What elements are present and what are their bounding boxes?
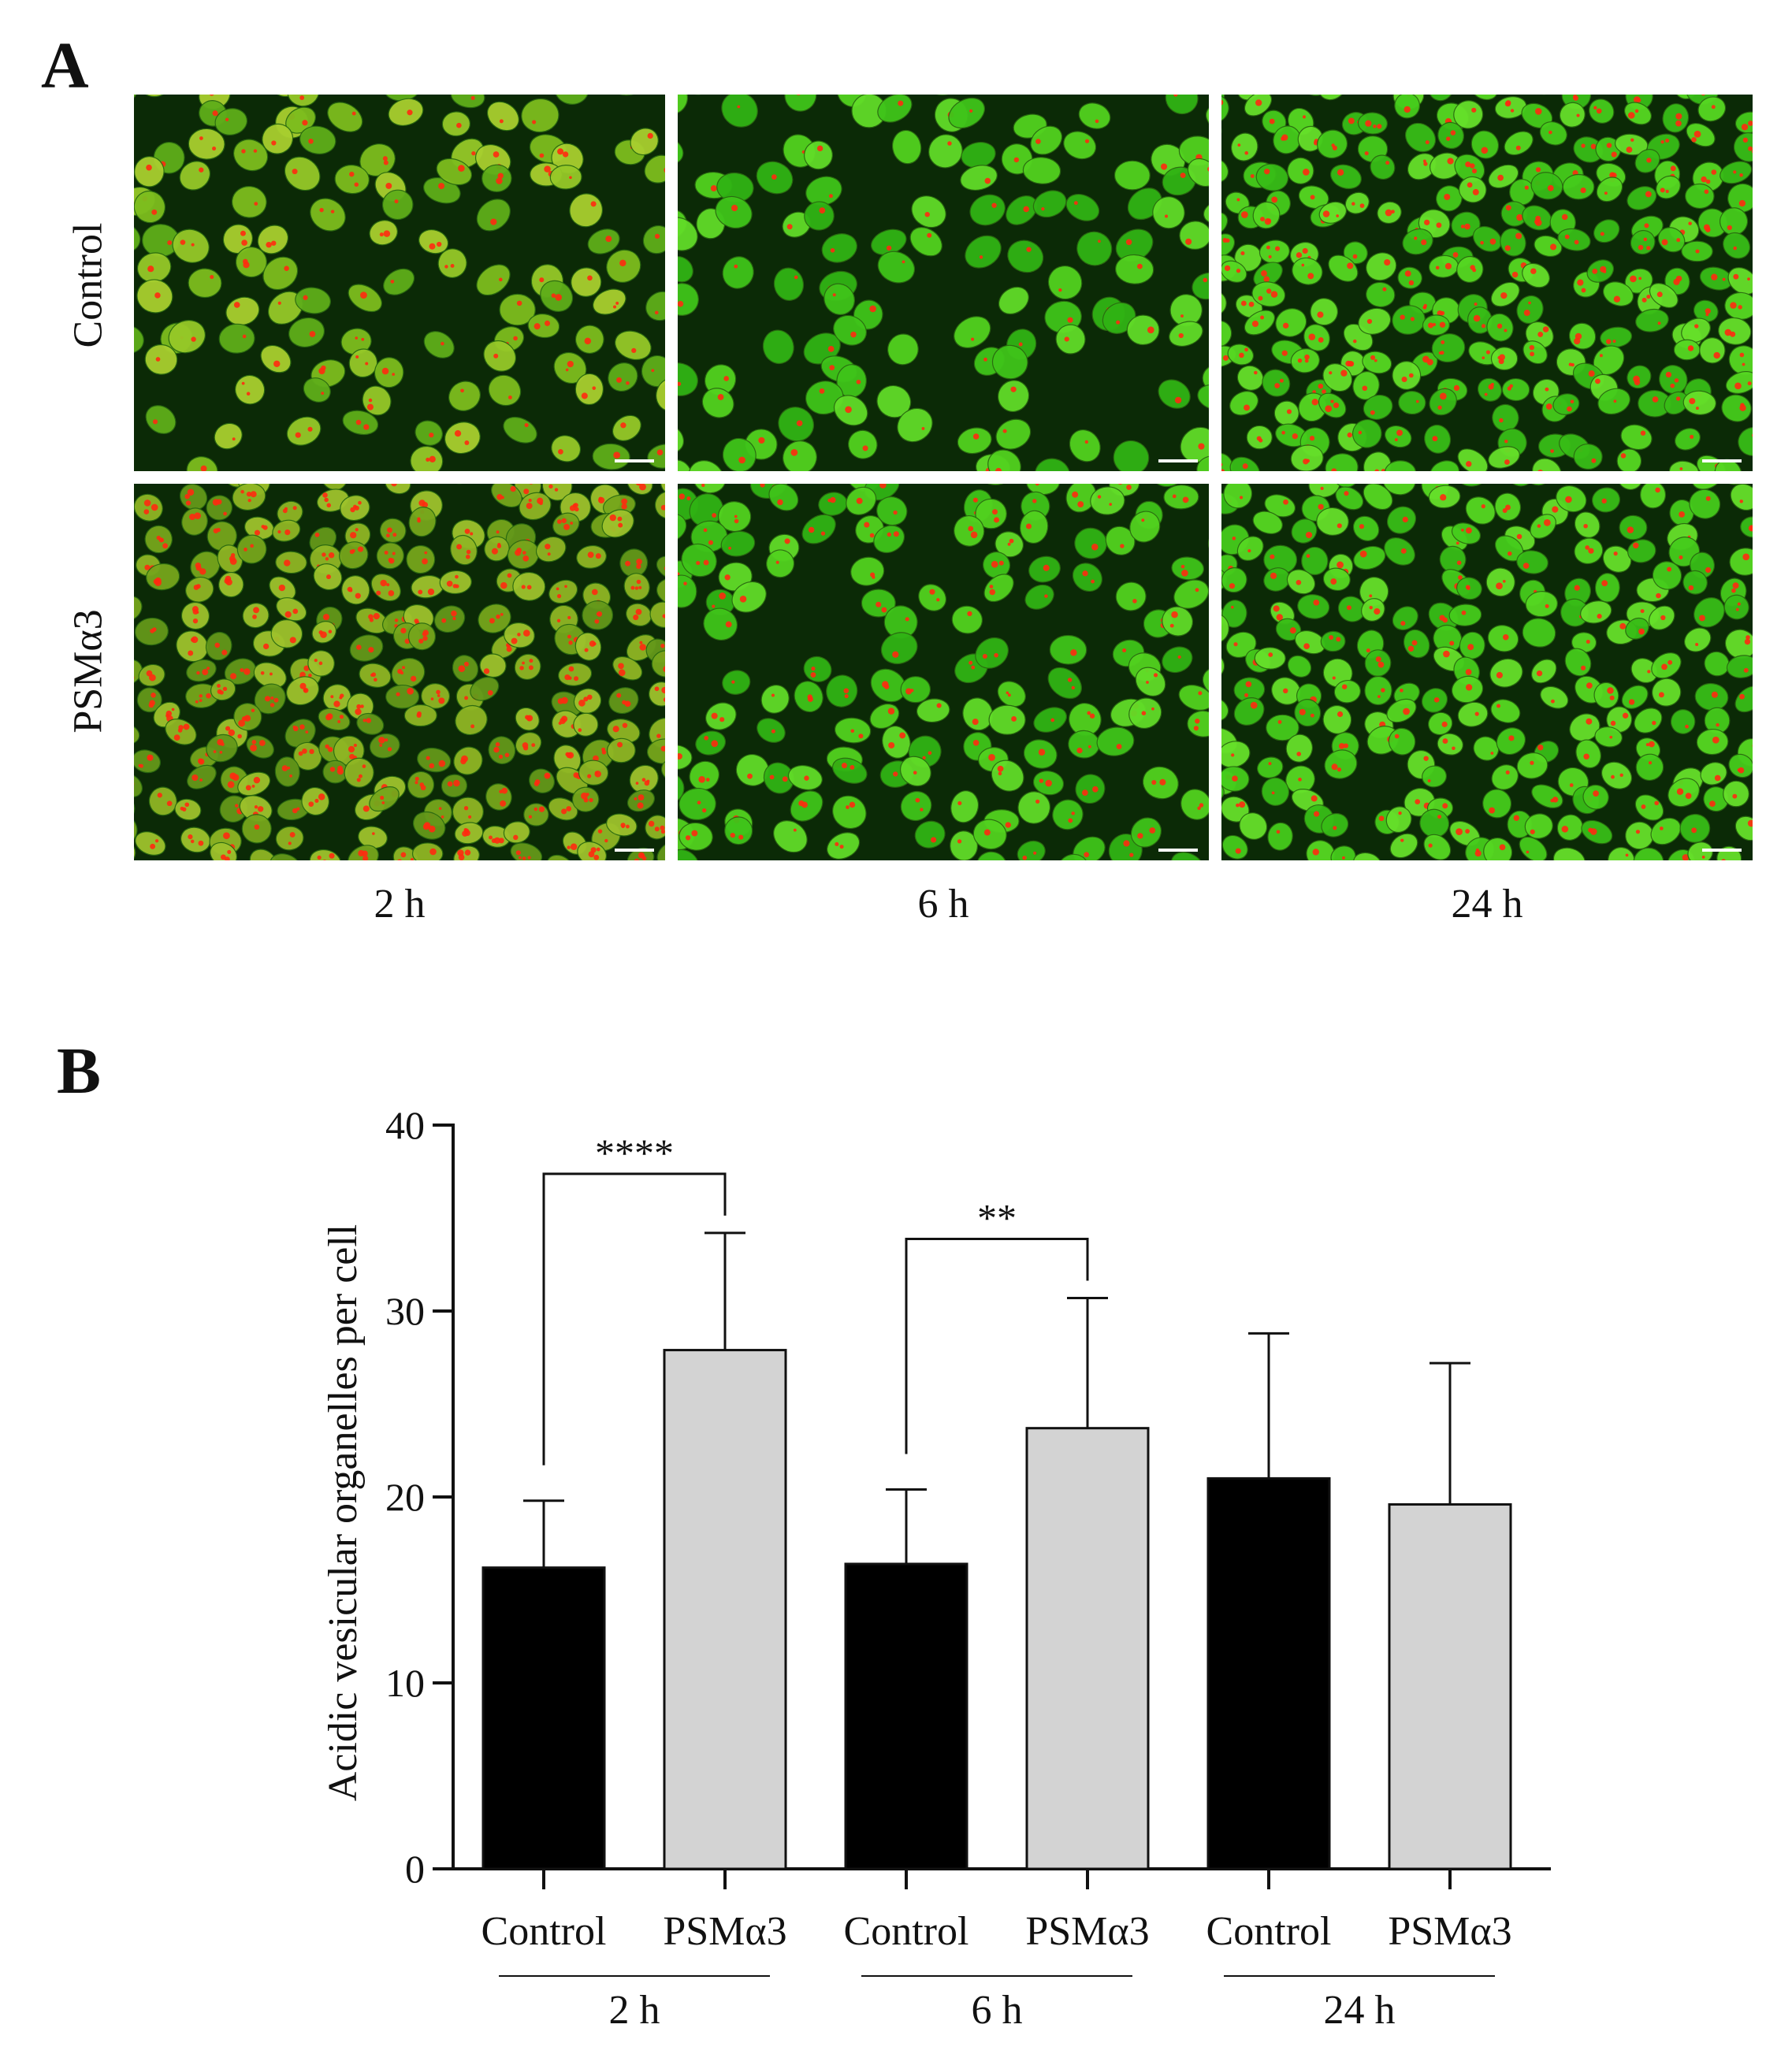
significance-label: ** xyxy=(977,1195,1017,1239)
micrograph-psma3-2h xyxy=(134,484,665,860)
micrograph-texture xyxy=(1221,95,1753,471)
micrograph-control-24h xyxy=(1221,95,1753,471)
group-label: 2 h xyxy=(609,1988,660,2033)
bar xyxy=(481,1566,606,1870)
col-label-24h: 24 h xyxy=(1451,882,1523,927)
significance-bracket xyxy=(905,1237,1089,1454)
bar-chart: 0 10 20 30 40 Acidic vesicular organelles per… xyxy=(321,1103,1551,2033)
micrograph-psma3-24h xyxy=(1221,484,1753,860)
x-tick-label: Control xyxy=(1206,1909,1332,1954)
bar xyxy=(844,1562,968,1870)
panel-a-label: A xyxy=(41,29,89,102)
group-label: 6 h xyxy=(972,1988,1023,2033)
x-tick-label: PSMα3 xyxy=(1025,1909,1149,1954)
y-tick-label: 10 xyxy=(385,1661,425,1705)
bar xyxy=(1206,1476,1331,1870)
panel-b-label: B xyxy=(57,1034,102,1108)
significance-bracket xyxy=(542,1172,727,1465)
y-tick-label: 30 xyxy=(385,1289,425,1333)
micrograph-texture xyxy=(134,484,665,860)
micrograph-psma3-6h xyxy=(678,484,1209,860)
y-axis-label: Acidic vesicular organelles per cell xyxy=(321,1224,366,1802)
micrograph-texture xyxy=(678,484,1209,860)
row-label-psma3: PSMα3 xyxy=(65,609,111,734)
x-tick-label: Control xyxy=(481,1909,607,1954)
group-label: 24 h xyxy=(1324,1988,1396,2033)
micrograph-control-2h xyxy=(134,95,665,471)
micrograph-control-6h xyxy=(678,95,1209,471)
y-tick-label: 20 xyxy=(385,1475,425,1519)
y-tick-label: 0 xyxy=(405,1847,425,1891)
col-label-6h: 6 h xyxy=(917,882,969,927)
bar xyxy=(1025,1427,1150,1870)
x-tick-label: PSMα3 xyxy=(1388,1909,1511,1954)
micrograph-texture xyxy=(678,95,1209,471)
bar xyxy=(663,1349,787,1870)
micrograph-texture xyxy=(1221,484,1753,860)
col-label-2h: 2 h xyxy=(374,882,426,927)
bar xyxy=(1388,1502,1512,1870)
x-tick-label: Control xyxy=(844,1909,969,1954)
x-tick-label: PSMα3 xyxy=(663,1909,786,1954)
row-label-control: Control xyxy=(65,222,111,348)
micrograph-texture xyxy=(134,95,665,471)
y-tick-label: 40 xyxy=(385,1103,425,1147)
significance-label: **** xyxy=(595,1131,674,1175)
